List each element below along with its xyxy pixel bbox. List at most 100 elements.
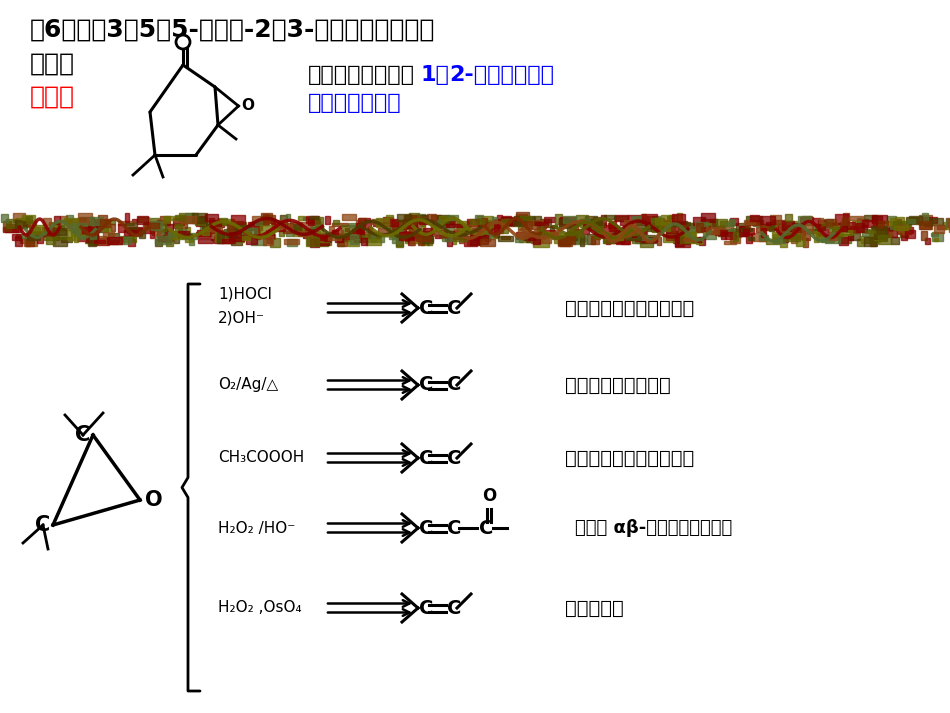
Bar bbox=[4, 227, 18, 232]
Bar bbox=[580, 236, 584, 246]
Bar bbox=[356, 226, 363, 230]
Bar bbox=[897, 219, 902, 227]
Bar bbox=[31, 225, 47, 234]
Bar bbox=[645, 222, 654, 226]
Bar bbox=[196, 232, 211, 236]
Bar bbox=[633, 216, 648, 220]
Bar bbox=[457, 226, 467, 232]
Bar bbox=[46, 235, 55, 245]
Bar bbox=[7, 219, 17, 228]
Bar bbox=[225, 239, 233, 243]
Text: 2-环氧结构有哪: 2-环氧结构有哪 bbox=[448, 65, 554, 85]
Bar bbox=[444, 222, 454, 231]
Bar bbox=[583, 219, 590, 222]
Bar bbox=[642, 214, 657, 222]
Bar bbox=[785, 234, 800, 241]
Bar bbox=[821, 236, 834, 242]
Bar bbox=[409, 230, 421, 240]
Bar bbox=[44, 231, 59, 240]
Bar bbox=[609, 221, 617, 231]
Bar bbox=[846, 226, 861, 232]
Bar bbox=[178, 231, 189, 236]
Bar bbox=[905, 230, 915, 238]
Bar bbox=[640, 238, 653, 247]
Bar bbox=[847, 235, 853, 240]
Bar bbox=[885, 220, 891, 225]
Bar bbox=[701, 219, 717, 228]
Bar bbox=[303, 217, 310, 220]
Bar bbox=[197, 230, 210, 238]
Bar bbox=[772, 232, 778, 240]
Bar bbox=[376, 218, 390, 227]
Bar bbox=[813, 231, 820, 235]
Bar bbox=[67, 220, 80, 222]
Bar bbox=[528, 234, 535, 240]
Bar bbox=[591, 220, 601, 225]
Bar bbox=[27, 215, 32, 223]
Bar bbox=[816, 232, 822, 237]
Bar bbox=[571, 231, 579, 235]
Bar bbox=[28, 232, 40, 240]
Bar bbox=[814, 237, 819, 242]
Bar bbox=[770, 215, 781, 225]
Bar bbox=[320, 237, 325, 240]
Bar bbox=[946, 218, 950, 227]
Bar bbox=[422, 215, 427, 220]
Bar bbox=[807, 229, 822, 233]
Bar bbox=[699, 237, 705, 245]
Bar bbox=[407, 219, 416, 226]
Bar bbox=[625, 234, 641, 240]
Bar bbox=[199, 216, 205, 222]
Bar bbox=[714, 226, 725, 233]
Bar bbox=[419, 220, 433, 225]
Bar bbox=[854, 229, 860, 232]
Bar bbox=[942, 222, 950, 229]
Bar bbox=[729, 229, 734, 235]
Bar bbox=[843, 225, 846, 230]
Bar bbox=[129, 228, 142, 235]
Bar bbox=[244, 232, 251, 239]
Bar bbox=[888, 232, 893, 235]
Bar bbox=[218, 217, 227, 225]
Bar bbox=[470, 231, 485, 237]
Bar bbox=[533, 238, 549, 247]
Bar bbox=[619, 221, 633, 225]
Bar bbox=[920, 223, 933, 230]
Bar bbox=[229, 232, 244, 241]
Bar bbox=[101, 220, 107, 228]
Bar bbox=[609, 235, 620, 240]
Bar bbox=[666, 231, 682, 240]
Bar bbox=[179, 229, 186, 235]
Bar bbox=[608, 222, 615, 227]
Bar bbox=[591, 236, 599, 244]
Bar bbox=[636, 228, 647, 236]
Bar bbox=[332, 230, 338, 234]
Bar bbox=[42, 233, 48, 237]
Bar bbox=[632, 232, 636, 237]
Bar bbox=[922, 217, 938, 223]
Bar bbox=[252, 216, 268, 225]
Bar bbox=[925, 238, 930, 244]
Bar bbox=[632, 235, 647, 240]
Bar bbox=[79, 226, 86, 230]
Bar bbox=[503, 215, 511, 221]
Bar bbox=[96, 236, 105, 244]
Bar bbox=[780, 227, 793, 232]
Bar bbox=[601, 225, 617, 235]
Bar bbox=[850, 233, 861, 240]
Bar bbox=[630, 230, 637, 240]
Bar bbox=[906, 217, 918, 222]
Bar bbox=[466, 219, 480, 226]
Bar bbox=[12, 213, 25, 222]
Bar bbox=[88, 240, 96, 246]
Bar bbox=[284, 240, 298, 244]
Text: C: C bbox=[447, 598, 462, 617]
Bar bbox=[677, 212, 682, 222]
Bar bbox=[840, 222, 849, 227]
Bar bbox=[416, 231, 430, 240]
Bar bbox=[870, 236, 877, 246]
Bar bbox=[838, 234, 850, 243]
Bar bbox=[316, 237, 328, 246]
Bar bbox=[602, 235, 616, 242]
Bar bbox=[594, 222, 598, 230]
